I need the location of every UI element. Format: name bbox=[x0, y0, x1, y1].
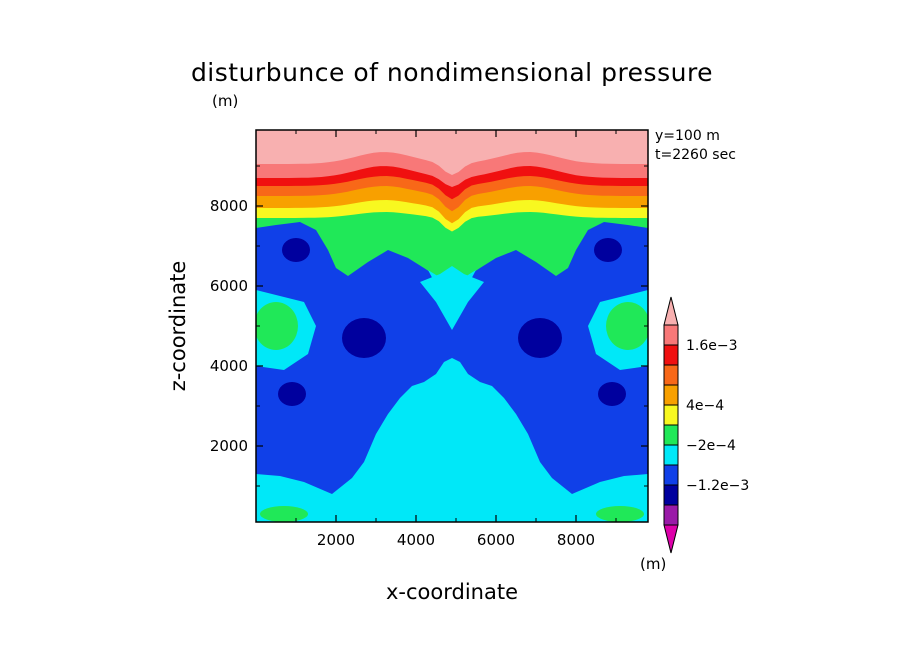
y-tick-label-6000: 6000 bbox=[210, 277, 248, 295]
colorbar-top-arrow bbox=[663, 296, 679, 326]
colorbar-bottom-arrow bbox=[663, 524, 679, 554]
x-tick-label-4000: 4000 bbox=[397, 531, 435, 549]
colorbar-segment-9 bbox=[663, 344, 679, 366]
colorbar-segment-8 bbox=[663, 364, 679, 386]
colorbar-segment-7 bbox=[663, 384, 679, 406]
field-region-cyan-lower bbox=[256, 358, 648, 522]
high-center-7 bbox=[256, 302, 298, 350]
low-center-2 bbox=[342, 318, 386, 358]
colorbar-segment-6 bbox=[663, 404, 679, 426]
y-tick-label-4000: 4000 bbox=[210, 357, 248, 375]
title-unit: (m) bbox=[212, 92, 239, 110]
colorbar-segment-4 bbox=[663, 444, 679, 466]
x-axis-label: x-coordinate bbox=[385, 580, 518, 604]
low-center-0 bbox=[282, 238, 310, 262]
high-center-10 bbox=[596, 506, 644, 522]
colorbar-segment-3 bbox=[663, 464, 679, 486]
chart-title: disturbunce of nondimensional pressure bbox=[190, 58, 714, 87]
low-center-1 bbox=[594, 238, 622, 262]
colorbar-label-0: 1.6e−3 bbox=[686, 338, 738, 354]
colorbar-segment-10 bbox=[663, 324, 679, 346]
field-band-pink bbox=[256, 130, 648, 175]
x-tick-label-6000: 6000 bbox=[477, 531, 515, 549]
high-center-9 bbox=[260, 506, 308, 522]
x-tick-label-2000: 2000 bbox=[317, 531, 355, 549]
annotation-time: t=2260 sec bbox=[655, 147, 736, 163]
y-tick-label-8000: 8000 bbox=[210, 197, 248, 215]
x-tick-label-8000: 8000 bbox=[557, 531, 595, 549]
low-center-3 bbox=[518, 318, 562, 358]
annotation-y: y=100 m bbox=[655, 128, 720, 144]
low-center-5 bbox=[598, 382, 626, 406]
colorbar-label-3: −1.2e−3 bbox=[686, 478, 749, 494]
colorbar-label-2: −2e−4 bbox=[686, 438, 736, 454]
colorbar-segment-2 bbox=[663, 484, 679, 506]
colorbar-label-1: 4e−4 bbox=[686, 398, 724, 414]
colorbar-segment-1 bbox=[663, 504, 679, 526]
field-wedge-cyan bbox=[420, 266, 484, 330]
colorbar-unit: (m) bbox=[640, 555, 667, 573]
high-center-8 bbox=[606, 302, 648, 350]
low-center-4 bbox=[278, 382, 306, 406]
y-tick-label-2000: 2000 bbox=[210, 437, 248, 455]
colorbar-segment-5 bbox=[663, 424, 679, 446]
